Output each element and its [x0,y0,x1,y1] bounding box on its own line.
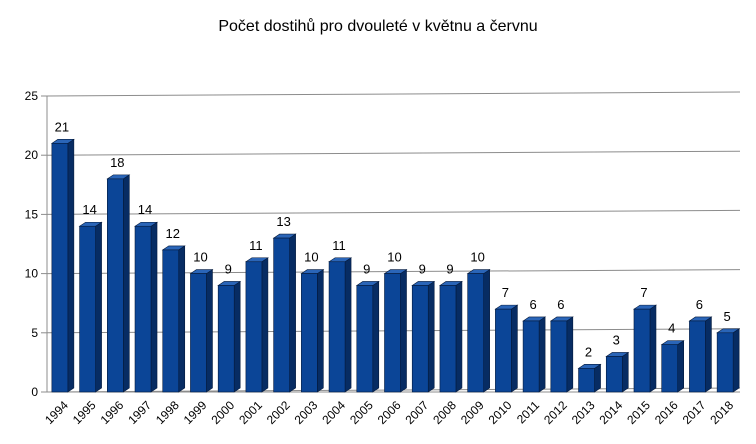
bar [78,221,103,393]
x-tick-label: 2000 [208,398,237,427]
data-label: 12 [166,226,180,241]
x-tick-label: 2001 [236,398,265,427]
data-label: 18 [110,155,124,170]
data-label: 10 [193,250,207,265]
bar [217,280,242,393]
chart-title: Počet dostihů pro dvouleté v květnu a če… [218,18,538,35]
x-tick-label: 2014 [597,398,626,427]
bar [438,280,463,393]
data-label: 10 [470,250,484,265]
x-tick-label: 2015 [624,398,653,427]
x-tick-label: 2006 [375,398,404,427]
bar [522,316,547,393]
bar [355,280,380,393]
bar [134,221,159,393]
x-tick-label: 2011 [514,398,542,426]
data-label: 11 [332,238,346,253]
x-tick-label: 2003 [292,398,321,427]
x-tick-label: 2007 [402,398,431,427]
bar [549,316,574,393]
data-label: 9 [225,261,232,276]
data-label: 10 [387,250,401,265]
x-tick-label: 1998 [153,398,182,427]
grid-line [46,91,741,97]
data-label: 13 [276,214,290,229]
data-label: 14 [82,202,96,217]
x-tick-label: 1995 [70,398,99,427]
x-tick-label: 2016 [652,398,681,427]
data-label: 6 [529,297,536,312]
data-label: 9 [419,261,426,276]
x-tick-label: 2013 [569,398,598,427]
bar [466,269,491,393]
x-tick-label: 2004 [319,398,348,427]
data-label: 10 [304,250,318,265]
bar [50,138,75,393]
data-label: 7 [502,285,509,300]
data-label: 6 [696,297,703,312]
data-label: 6 [557,297,564,312]
bar [494,304,519,393]
data-label: 5 [724,309,731,324]
bar [328,257,353,393]
bar [660,340,685,393]
bar [605,351,630,393]
y-tick-label: 10 [25,267,39,281]
x-tick-label: 2017 [680,398,709,427]
bar [161,245,186,393]
bar [189,269,214,393]
y-tick-label: 25 [25,89,39,103]
bar [106,174,131,393]
bar [244,257,269,393]
x-tick-label: 1999 [181,398,210,427]
x-tick-label: 2008 [430,398,459,427]
grid-line [46,150,741,156]
bar [688,316,713,393]
y-tick-label: 15 [25,207,39,221]
y-tick-label: 5 [31,326,38,340]
bar [632,304,657,393]
data-label: 9 [363,261,370,276]
bar [411,280,436,393]
data-label: 4 [668,321,675,336]
x-tick-label: 1994 [42,398,71,427]
data-label: 7 [640,285,647,300]
y-tick-label: 0 [31,385,38,399]
data-label: 2 [585,344,592,359]
x-tick-label: 2005 [347,398,376,427]
y-tick-label: 20 [25,148,39,162]
data-label: 14 [138,202,152,217]
x-tick-label: 1996 [98,398,127,427]
data-label: 3 [613,332,620,347]
data-label: 21 [55,119,69,134]
bar [383,269,408,393]
bar [272,233,297,393]
x-tick-label: 2018 [707,398,736,427]
x-tick-label: 1997 [125,398,154,427]
x-tick-label: 2010 [486,398,515,427]
grid-line [46,209,741,215]
data-label: 9 [446,261,453,276]
x-tick-label: 2009 [458,398,487,427]
bar [300,269,325,393]
x-tick-label: 2012 [541,398,570,427]
x-tick-label: 2002 [264,398,293,427]
bar [577,363,602,393]
data-label: 11 [249,238,263,253]
bar [716,328,741,393]
